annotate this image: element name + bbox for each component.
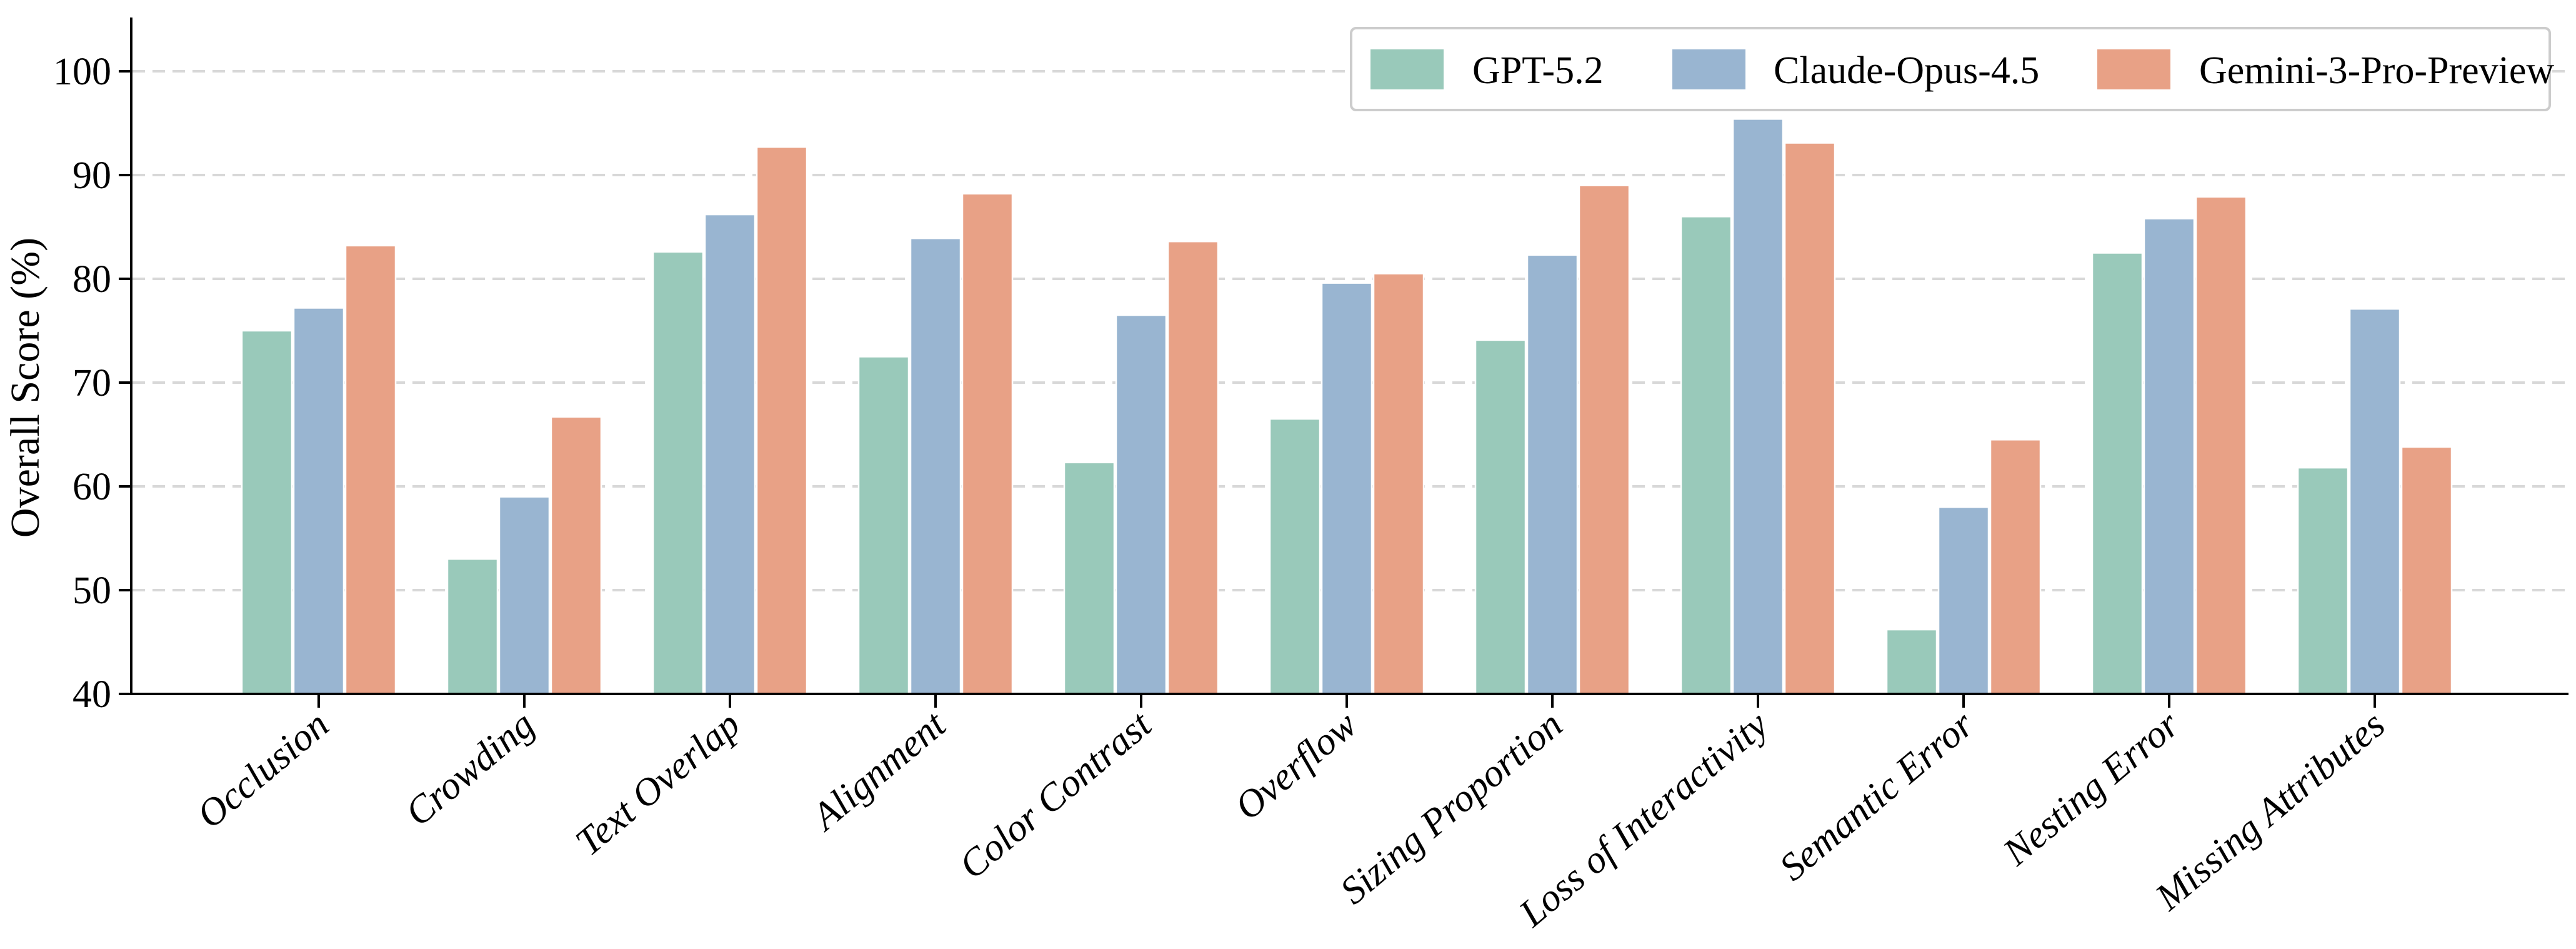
bar-gpt-5-2-overflow [1269, 418, 1321, 695]
bar-gpt-5-2-semantic-error [1885, 628, 1938, 695]
bar-claude-opus-4-5-nesting-error [2143, 218, 2195, 695]
y-tick-label-90: 90 [72, 154, 111, 197]
legend-box [1350, 27, 2551, 111]
bar-gpt-5-2-crowding [446, 558, 499, 695]
x-tick-label-nesting-error: Nesting Error [1995, 703, 2188, 874]
x-tick-label-sizing-proportion: Sizing Proportion [1332, 703, 1570, 913]
bar-gpt-5-2-occlusion [241, 329, 293, 695]
x-tick-label-overflow: Overflow [1227, 703, 1365, 828]
bar-gemini-3-pro-preview-occlusion [344, 244, 397, 695]
legend-swatch-claude-opus-4-5 [1672, 49, 1745, 89]
bar-claude-opus-4-5-semantic-error [1937, 506, 1990, 695]
bar-gpt-5-2-alignment [857, 356, 910, 695]
bar-gemini-3-pro-preview-text-overlap [756, 146, 808, 695]
bar-gemini-3-pro-preview-sizing-proportion [1578, 184, 1630, 695]
bar-gpt-5-2-missing-attributes [2297, 466, 2349, 695]
y-axis-label: Overall Score (%) [2, 238, 48, 538]
x-tick-label-crowding: Crowding [397, 703, 542, 835]
legend-swatch-gpt-5-2 [1370, 49, 1444, 89]
bar-gemini-3-pro-preview-crowding [550, 416, 602, 695]
bar-claude-opus-4-5-sizing-proportion [1526, 254, 1579, 695]
bar-gpt-5-2-color-contrast [1063, 461, 1116, 695]
x-tick-label-text-overlap: Text Overlap [567, 703, 748, 865]
y-tick-label-100: 100 [53, 51, 111, 93]
bar-claude-opus-4-5-missing-attributes [2349, 308, 2401, 695]
legend: GPT-5.2 Claude-Opus-4.5 Gemini-3-Pro-Pre… [1350, 27, 2554, 111]
x-tick-label-occlusion: Occlusion [189, 703, 337, 837]
bar-gemini-3-pro-preview-color-contrast [1167, 240, 1219, 695]
y-tick-label-50: 50 [72, 570, 111, 612]
bars-layer [241, 118, 2453, 695]
y-tick-label-60: 60 [72, 466, 111, 508]
y-tick-label-70: 70 [72, 362, 111, 404]
bar-gemini-3-pro-preview-semantic-error [1989, 439, 2042, 695]
bar-gemini-3-pro-preview-nesting-error [2195, 196, 2247, 695]
legend-label-claude-opus-4-5: Claude-Opus-4.5 [1774, 49, 2039, 92]
bar-gemini-3-pro-preview-loss-of-interactivity [1784, 142, 1836, 695]
y-tick-label-40: 40 [72, 673, 111, 716]
bar-gemini-3-pro-preview-missing-attributes [2400, 446, 2453, 695]
x-tick-label-color-contrast: Color Contrast [951, 703, 1160, 888]
legend-label-gemini-3-pro-preview: Gemini-3-Pro-Preview [2199, 49, 2554, 92]
bar-claude-opus-4-5-occlusion [292, 307, 345, 695]
bar-gemini-3-pro-preview-overflow [1372, 273, 1425, 695]
bar-claude-opus-4-5-crowding [498, 496, 551, 695]
bar-gpt-5-2-nesting-error [2091, 252, 2144, 695]
bar-claude-opus-4-5-alignment [909, 238, 962, 695]
legend-label-gpt-5-2: GPT-5.2 [1472, 49, 1604, 92]
x-tick-label-alignment: Alignment [802, 702, 954, 840]
bar-claude-opus-4-5-color-contrast [1115, 314, 1167, 695]
legend-swatch-gemini-3-pro-preview [2097, 49, 2170, 89]
y-tick-label-80: 80 [72, 258, 111, 301]
x-tick-label-semantic-error: Semantic Error [1772, 703, 1982, 889]
bar-claude-opus-4-5-loss-of-interactivity [1732, 118, 1784, 695]
bar-gpt-5-2-loss-of-interactivity [1680, 216, 1732, 695]
bar-claude-opus-4-5-text-overlap [704, 213, 756, 695]
bar-gemini-3-pro-preview-alignment [961, 193, 1014, 695]
bar-gpt-5-2-text-overlap [652, 251, 704, 695]
bar-gpt-5-2-sizing-proportion [1474, 339, 1527, 695]
bar-claude-opus-4-5-overflow [1320, 282, 1373, 695]
